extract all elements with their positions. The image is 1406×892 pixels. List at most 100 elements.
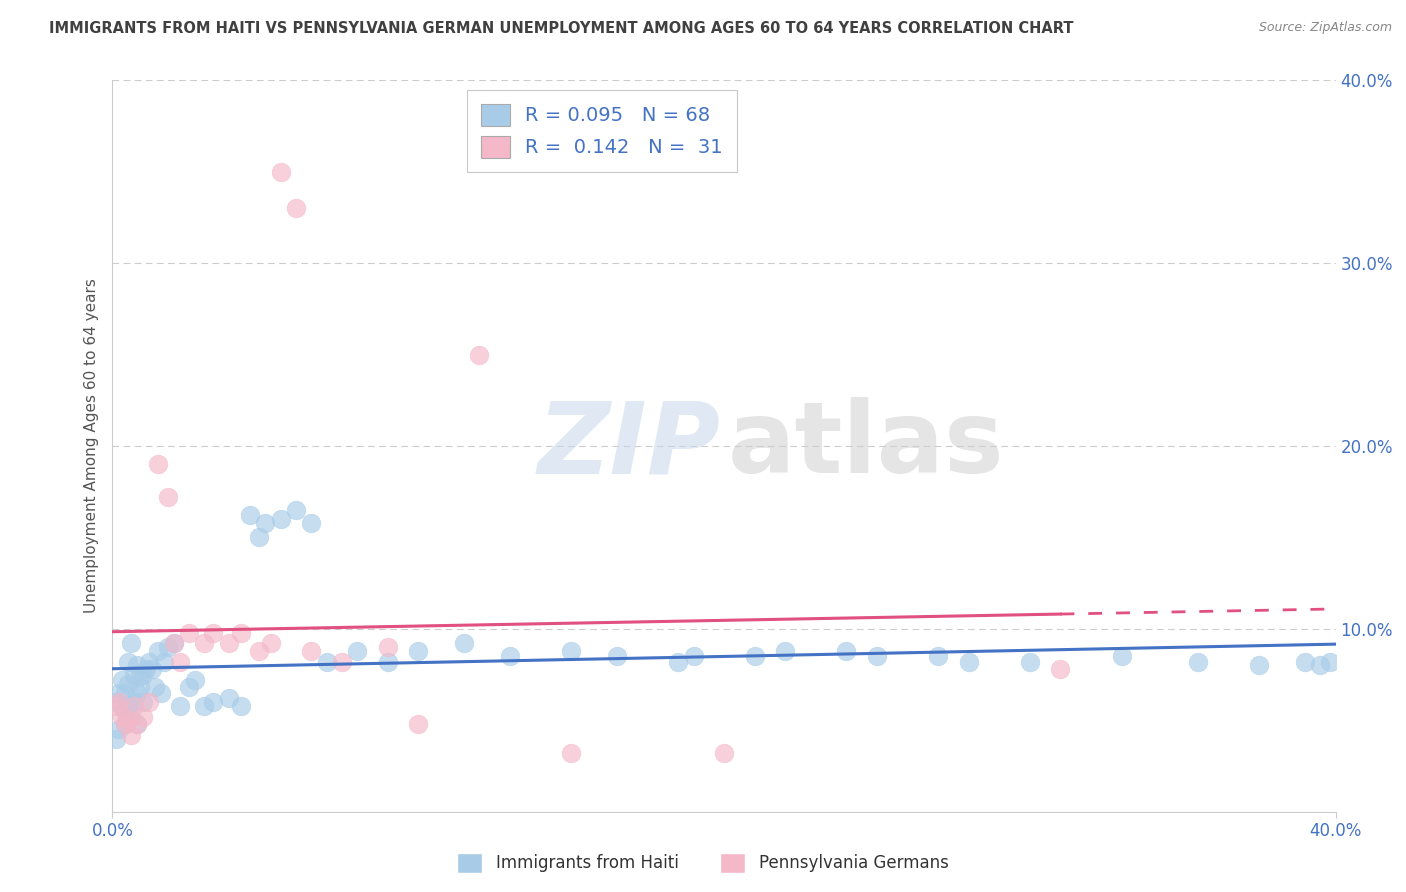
Point <box>499 649 522 664</box>
Point <box>125 686 148 700</box>
Point <box>117 714 139 728</box>
Point <box>270 512 292 526</box>
Point <box>114 717 136 731</box>
Point <box>835 644 858 658</box>
Point <box>247 530 270 544</box>
Point <box>122 698 145 713</box>
Point <box>775 644 797 658</box>
Point <box>107 686 129 700</box>
Point <box>1319 655 1341 669</box>
Point <box>193 698 215 713</box>
Point <box>132 709 155 723</box>
Point <box>1249 658 1271 673</box>
Point <box>114 717 136 731</box>
Text: atlas: atlas <box>728 398 1004 494</box>
Point <box>260 636 283 650</box>
Point <box>866 649 889 664</box>
Point <box>666 655 689 669</box>
Point <box>177 681 200 695</box>
Point <box>346 644 368 658</box>
Point <box>1049 662 1071 676</box>
Point <box>270 164 292 178</box>
Point <box>143 681 166 695</box>
Point <box>1187 655 1209 669</box>
Point <box>125 658 148 673</box>
Point <box>229 625 252 640</box>
Point <box>117 676 139 690</box>
Point <box>111 673 134 687</box>
Point <box>111 698 134 713</box>
Point <box>453 636 475 650</box>
Point <box>377 655 399 669</box>
Point <box>120 636 142 650</box>
Point <box>218 636 240 650</box>
Legend: Immigrants from Haiti, Pennsylvania Germans: Immigrants from Haiti, Pennsylvania Germ… <box>451 847 955 880</box>
Point <box>1294 655 1316 669</box>
Point <box>114 704 136 718</box>
Point <box>408 644 430 658</box>
Point <box>156 640 179 655</box>
Point <box>229 698 252 713</box>
Point <box>299 516 322 530</box>
Point <box>148 457 170 471</box>
Point <box>163 636 186 650</box>
Text: Source: ZipAtlas.com: Source: ZipAtlas.com <box>1258 21 1392 34</box>
Point <box>125 717 148 731</box>
Point <box>408 717 430 731</box>
Point <box>239 508 262 523</box>
Point <box>713 746 735 760</box>
Point <box>122 695 145 709</box>
Point <box>153 655 176 669</box>
Point <box>284 503 308 517</box>
Point <box>156 490 179 504</box>
Point <box>247 644 270 658</box>
Point <box>117 698 139 713</box>
Point <box>129 669 152 683</box>
Point <box>330 655 353 669</box>
Point <box>135 662 157 676</box>
Point <box>117 655 139 669</box>
Point <box>104 695 127 709</box>
Y-axis label: Unemployment Among Ages 60 to 64 years: Unemployment Among Ages 60 to 64 years <box>83 278 98 614</box>
Point <box>122 667 145 681</box>
Point <box>138 655 160 669</box>
Point <box>148 644 170 658</box>
Point <box>107 723 129 737</box>
Point <box>132 695 155 709</box>
Legend: R = 0.095   N = 68, R =  0.142   N =  31: R = 0.095 N = 68, R = 0.142 N = 31 <box>467 90 737 172</box>
Point <box>254 516 277 530</box>
Point <box>377 640 399 655</box>
Point <box>150 686 173 700</box>
Point <box>169 698 191 713</box>
Point <box>927 649 949 664</box>
Point <box>120 709 142 723</box>
Point <box>177 625 200 640</box>
Point <box>957 655 980 669</box>
Point <box>299 644 322 658</box>
Text: ZIP: ZIP <box>537 398 720 494</box>
Point <box>315 655 337 669</box>
Point <box>107 695 129 709</box>
Point <box>132 667 155 681</box>
Point <box>184 673 207 687</box>
Point <box>163 636 186 650</box>
Point <box>169 655 191 669</box>
Point <box>1309 658 1331 673</box>
Point <box>193 636 215 650</box>
Point <box>111 709 134 723</box>
Point <box>218 691 240 706</box>
Point <box>202 695 225 709</box>
Point <box>129 681 152 695</box>
Point <box>1111 649 1133 664</box>
Point <box>125 717 148 731</box>
Point <box>202 625 225 640</box>
Point <box>744 649 766 664</box>
Point <box>120 728 142 742</box>
Point <box>141 662 163 676</box>
Point <box>138 695 160 709</box>
Point <box>606 649 628 664</box>
Point <box>114 686 136 700</box>
Point <box>468 347 491 362</box>
Point <box>104 731 127 746</box>
Point <box>560 644 582 658</box>
